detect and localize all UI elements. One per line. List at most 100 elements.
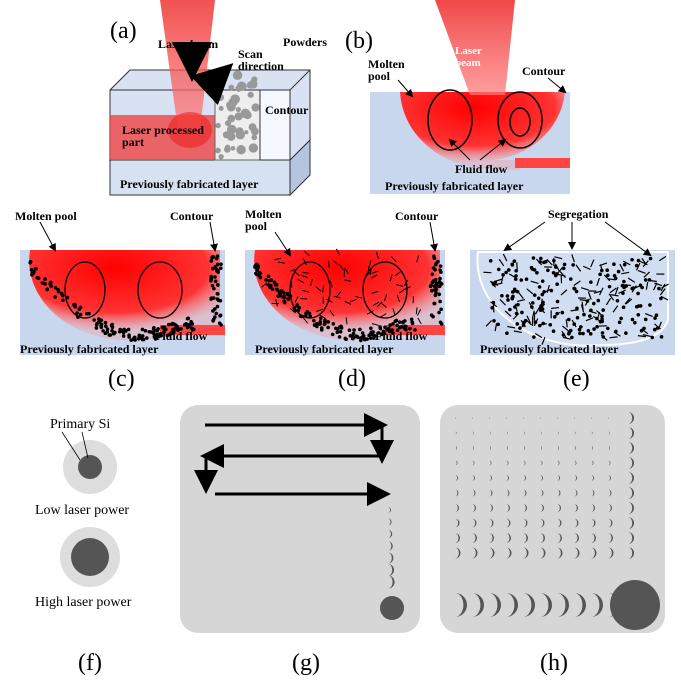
powder [228,85,234,91]
powder [227,103,236,112]
particle [351,337,355,341]
particle [105,330,109,334]
annotation: Molten pool [15,210,77,222]
particle [335,330,339,334]
particle [53,295,57,299]
powder [231,146,236,151]
panel-label: (b) [345,28,373,55]
particle [599,320,603,324]
particle [319,316,323,320]
particle [542,261,546,265]
particle [598,273,602,277]
particle [122,334,126,338]
particle [606,327,610,331]
particle [276,294,280,298]
particle [104,321,108,325]
powder [225,145,230,150]
annotation: Contour [170,210,213,222]
particle [653,316,657,320]
annotation: Fluid flow [155,330,207,342]
annotation: Molten pool [245,208,290,232]
particle [563,263,567,267]
particle [630,287,634,291]
particle [556,300,560,304]
particle [175,325,179,329]
particle [127,333,131,337]
particle [437,293,441,297]
particle [274,283,278,287]
particle [28,261,32,265]
annotation: Fluid flow [375,330,427,342]
particle [338,335,342,339]
particle [315,322,319,326]
particle [369,336,373,340]
particle [145,336,149,340]
particle [438,300,442,304]
annotation: Previously fabricated layer [385,180,523,192]
particle [171,322,175,326]
particle [633,321,637,325]
panels-cde [20,222,675,355]
figure: (a) Laser beam Scan direction Powders Co… [0,0,681,684]
particle [109,333,113,337]
particle [432,254,436,258]
particle [589,332,593,336]
powder [244,111,252,119]
particle [592,302,596,306]
particle [540,293,544,297]
particle [622,305,626,309]
particle [351,334,355,338]
particle [344,337,348,341]
particle [525,277,529,281]
particle [211,267,215,271]
particle [438,268,442,272]
particle [216,283,220,287]
particle [104,325,108,329]
particle [216,269,220,273]
particle [552,259,556,263]
annotation: Previously fabricated layer [120,178,258,190]
particle [612,262,616,266]
particle [561,311,565,315]
particle [304,314,308,318]
annotation: Scan direction [238,48,298,72]
powder [249,80,258,89]
particle [275,288,279,292]
particle [506,298,510,302]
particle [567,332,571,336]
particle [644,318,648,322]
panel-g [180,405,420,633]
particle [608,285,612,289]
particle [531,301,535,305]
particle [147,330,151,334]
particle [323,318,327,322]
particle [326,326,330,330]
particle [295,304,299,308]
panel-label: (f) [78,650,102,677]
particle [214,312,218,316]
particle [281,295,285,299]
powder [236,145,245,154]
particle [601,308,605,312]
particle [118,330,122,334]
particle [320,328,324,332]
particle [533,268,537,272]
particle [187,325,191,329]
powder [249,123,257,131]
particle [432,266,436,270]
particle [636,292,640,296]
particle [434,263,438,267]
particle [438,280,442,284]
annotation: Previously fabricated layer [20,343,158,355]
particle [520,311,524,315]
particle [140,335,144,339]
particle [637,304,641,308]
powder [251,135,257,141]
particle [571,263,575,267]
particle [630,258,634,262]
particle [510,297,514,301]
particle [618,320,622,324]
powder [236,130,245,139]
particle [336,327,340,331]
particle [66,296,70,300]
